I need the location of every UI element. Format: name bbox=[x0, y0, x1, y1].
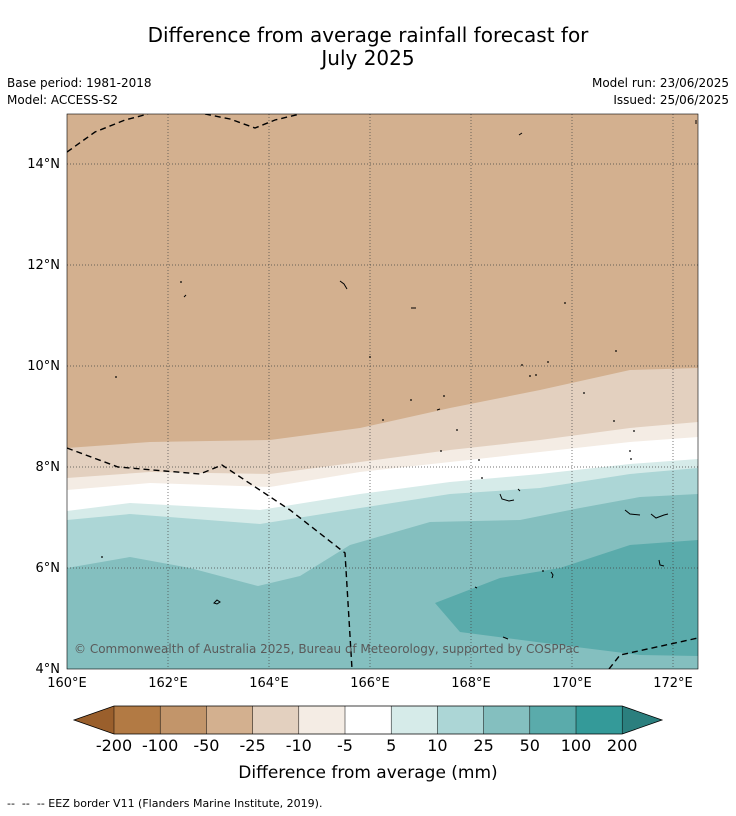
colorbar-tick-label: -10 bbox=[286, 736, 312, 755]
lat-label: 4°N bbox=[36, 662, 61, 677]
colorbar-ticks: -200 -100 -50 -25 -10 -5 5 10 25 50 100 200 bbox=[96, 736, 638, 755]
lat-label: 8°N bbox=[36, 460, 61, 475]
colorbar-segment bbox=[298, 706, 346, 734]
map-title-line2: July 2025 bbox=[321, 46, 415, 70]
lon-label: 170°E bbox=[552, 676, 592, 691]
colorbar-extend-high bbox=[622, 706, 662, 734]
colorbar-segment bbox=[345, 706, 392, 734]
model-name: Model: ACCESS-S2 bbox=[7, 93, 119, 107]
colorbar-extend-low bbox=[74, 706, 114, 734]
colorbar-segment bbox=[206, 706, 254, 734]
islands bbox=[183, 120, 697, 640]
colorbar-segment bbox=[437, 706, 485, 734]
colorbar-tick-label: 100 bbox=[561, 736, 592, 755]
colorbar-tick-label: -5 bbox=[337, 736, 353, 755]
colorbar-segment bbox=[160, 706, 207, 734]
lon-label: 162°E bbox=[148, 676, 188, 691]
latitude-labels: 14°N 12°N 10°N 8°N 6°N 4°N bbox=[27, 157, 60, 677]
eez-footnote: -- -- -- EEZ border V11 (Flanders Marine… bbox=[7, 797, 323, 810]
eez-borders bbox=[67, 114, 698, 669]
colorbar-segment bbox=[114, 706, 161, 734]
lat-label: 10°N bbox=[27, 359, 60, 374]
colorbar-tick-label: -25 bbox=[240, 736, 266, 755]
map-frame bbox=[66, 113, 699, 670]
colorbar-tick-label: 10 bbox=[427, 736, 447, 755]
band-plus-50 bbox=[435, 540, 698, 656]
issued-date: Issued: 25/06/2025 bbox=[613, 93, 729, 107]
lon-label: 172°E bbox=[653, 676, 693, 691]
colorbar-tick-label: -50 bbox=[193, 736, 219, 755]
base-period: Base period: 1981-2018 bbox=[7, 76, 152, 90]
lat-label: 14°N bbox=[27, 157, 60, 172]
rainfall-map: © Commonwealth of Australia 2025, Bureau… bbox=[67, 114, 698, 669]
model-run: Model run: 23/06/2025 bbox=[591, 76, 729, 90]
lon-label: 166°E bbox=[350, 676, 390, 691]
colorbar-tick-label: -100 bbox=[142, 736, 178, 755]
colorbar-label: Difference from average (mm) bbox=[238, 763, 497, 783]
colorbar-segment bbox=[483, 706, 531, 734]
colorbar-segment bbox=[252, 706, 300, 734]
colorbar-segment bbox=[391, 706, 438, 734]
colorbar-segment bbox=[576, 706, 623, 734]
island-dots bbox=[101, 281, 635, 572]
lon-label: 168°E bbox=[451, 676, 491, 691]
copyright-notice: © Commonwealth of Australia 2025, Bureau… bbox=[74, 642, 579, 656]
longitude-labels: 160°E 162°E 164°E 166°E 168°E 170°E 172°… bbox=[47, 676, 693, 691]
graticule bbox=[67, 114, 698, 669]
lon-label: 164°E bbox=[249, 676, 289, 691]
colorbar-tick-label: -200 bbox=[96, 736, 132, 755]
colorbar-tick-label: 50 bbox=[520, 736, 540, 755]
colorbar-tick-label: 25 bbox=[473, 736, 493, 755]
lon-label: 160°E bbox=[47, 676, 87, 691]
map-title-line1: Difference from average rainfall forecas… bbox=[147, 23, 589, 47]
colorbar-tick-label: 5 bbox=[386, 736, 396, 755]
colorbar bbox=[72, 705, 664, 735]
lat-label: 6°N bbox=[36, 561, 61, 576]
colorbar-tick-label: 200 bbox=[607, 736, 638, 755]
lat-label: 12°N bbox=[27, 258, 60, 273]
colorbar-segment bbox=[529, 706, 577, 734]
